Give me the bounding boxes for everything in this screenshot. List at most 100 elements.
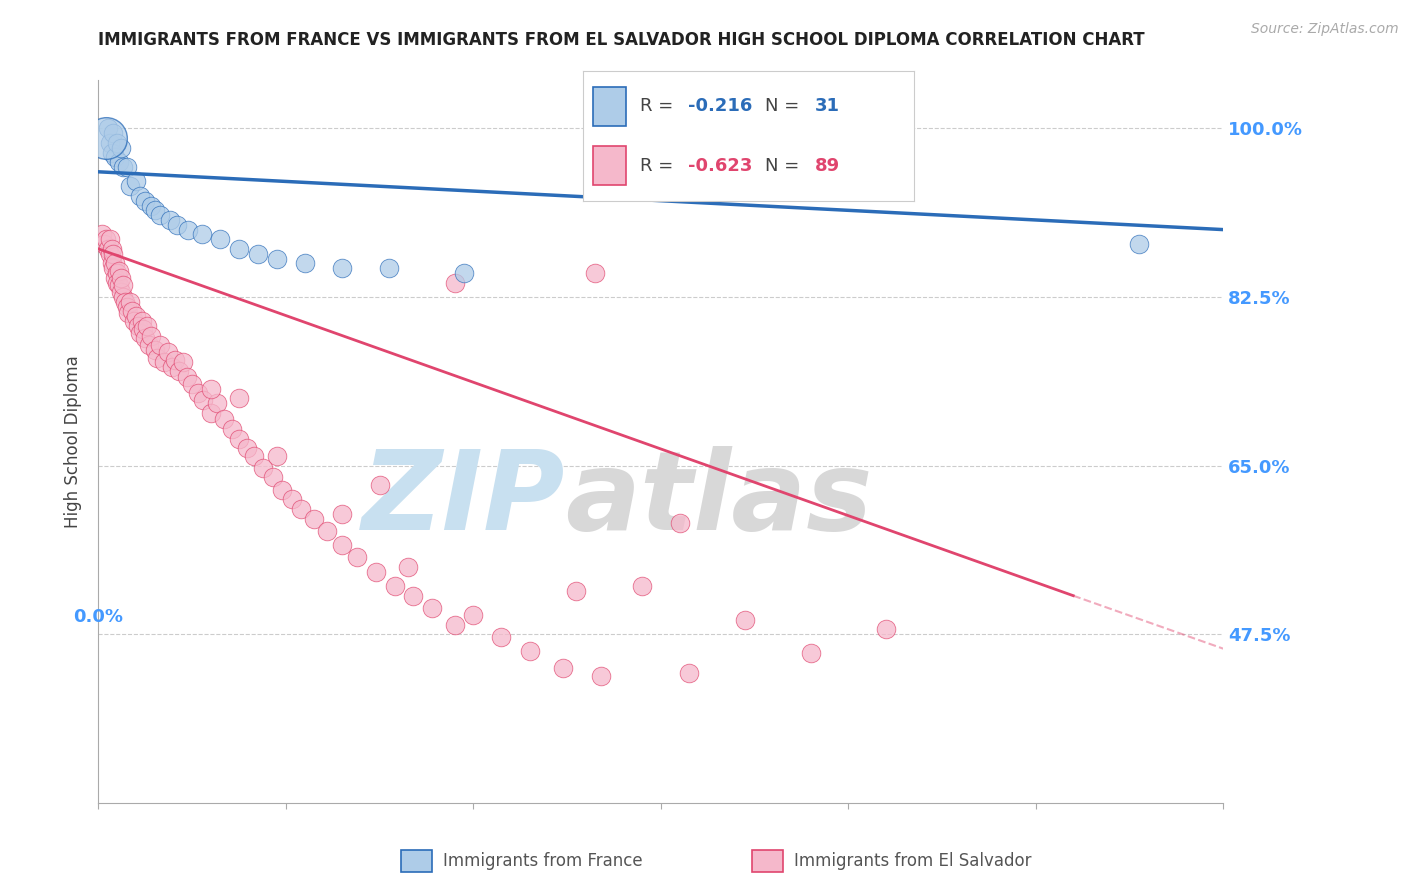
Text: atlas: atlas <box>565 446 873 553</box>
Point <box>160 360 183 375</box>
Point <box>98 246 121 260</box>
Point <box>139 198 162 212</box>
Point <box>117 306 139 320</box>
Point <box>104 256 127 270</box>
Point <box>172 354 194 368</box>
Point <box>330 261 353 276</box>
Y-axis label: High School Diploma: High School Diploma <box>65 355 83 528</box>
Bar <box>593 146 627 186</box>
Point <box>111 160 134 174</box>
Point <box>228 432 250 446</box>
Point <box>128 189 150 203</box>
Point <box>668 516 690 531</box>
Point <box>98 136 121 150</box>
Point <box>94 131 117 145</box>
Point <box>108 277 131 292</box>
Point <box>127 318 149 333</box>
Point <box>678 665 700 680</box>
Point <box>105 276 128 290</box>
Point <box>115 160 138 174</box>
Point <box>205 396 228 410</box>
Text: Immigrants from El Salvador: Immigrants from El Salvador <box>794 852 1032 870</box>
Point <box>190 227 212 242</box>
Point <box>104 270 127 285</box>
Point <box>266 449 288 463</box>
Point <box>443 276 465 290</box>
Point <box>266 252 288 266</box>
Point <box>108 264 131 278</box>
Point <box>103 246 125 260</box>
Point <box>134 331 156 345</box>
Point <box>181 376 204 391</box>
Point <box>122 314 145 328</box>
Point <box>153 354 176 368</box>
Point <box>176 370 198 384</box>
Point <box>134 194 156 208</box>
Point <box>330 507 353 521</box>
Text: R =: R = <box>640 157 679 175</box>
Point <box>110 270 132 285</box>
Point <box>589 668 612 682</box>
Point <box>167 364 190 378</box>
Point <box>159 213 181 227</box>
Point <box>143 343 166 357</box>
Point <box>346 550 368 565</box>
Point <box>104 150 127 164</box>
Point <box>875 623 897 637</box>
Point <box>553 661 575 675</box>
Point <box>132 322 155 336</box>
Point <box>453 266 475 280</box>
Text: ZIP: ZIP <box>361 446 565 553</box>
Point <box>212 412 235 426</box>
Point <box>402 589 425 603</box>
Point <box>177 222 200 236</box>
Point <box>246 246 269 260</box>
Point <box>519 643 541 657</box>
Point <box>463 607 485 622</box>
Point <box>93 237 115 252</box>
Point <box>145 351 167 365</box>
Point <box>94 232 117 246</box>
Point <box>200 406 222 420</box>
Point <box>364 565 387 579</box>
Point <box>97 121 120 136</box>
Point <box>235 442 257 456</box>
Point <box>120 294 142 309</box>
Point <box>143 203 166 218</box>
Point <box>280 492 302 507</box>
Point <box>103 261 125 276</box>
Point <box>290 502 312 516</box>
Point <box>228 242 250 256</box>
Point <box>120 179 142 194</box>
Point <box>138 338 160 352</box>
Point <box>136 318 159 333</box>
Text: 31: 31 <box>815 97 839 115</box>
Point <box>149 208 172 222</box>
Point <box>156 345 179 359</box>
Point <box>111 290 134 304</box>
Text: Immigrants from France: Immigrants from France <box>443 852 643 870</box>
Point <box>565 583 588 598</box>
Point <box>125 174 148 188</box>
Point <box>149 338 172 352</box>
Point <box>443 617 465 632</box>
Point <box>115 300 138 314</box>
Point <box>262 470 284 484</box>
Point <box>271 483 294 497</box>
Point <box>103 126 125 140</box>
Point <box>209 232 232 246</box>
Text: 0.0%: 0.0% <box>73 607 124 625</box>
Point <box>330 538 353 552</box>
Point <box>384 579 406 593</box>
Text: R =: R = <box>640 97 679 115</box>
Point <box>1128 237 1150 252</box>
Point <box>121 304 143 318</box>
Point <box>583 266 606 280</box>
Point <box>193 393 215 408</box>
Point <box>165 352 187 367</box>
Point <box>396 559 419 574</box>
Point <box>98 232 121 246</box>
Point <box>378 261 401 276</box>
Text: N =: N = <box>765 97 806 115</box>
Point <box>200 382 222 396</box>
